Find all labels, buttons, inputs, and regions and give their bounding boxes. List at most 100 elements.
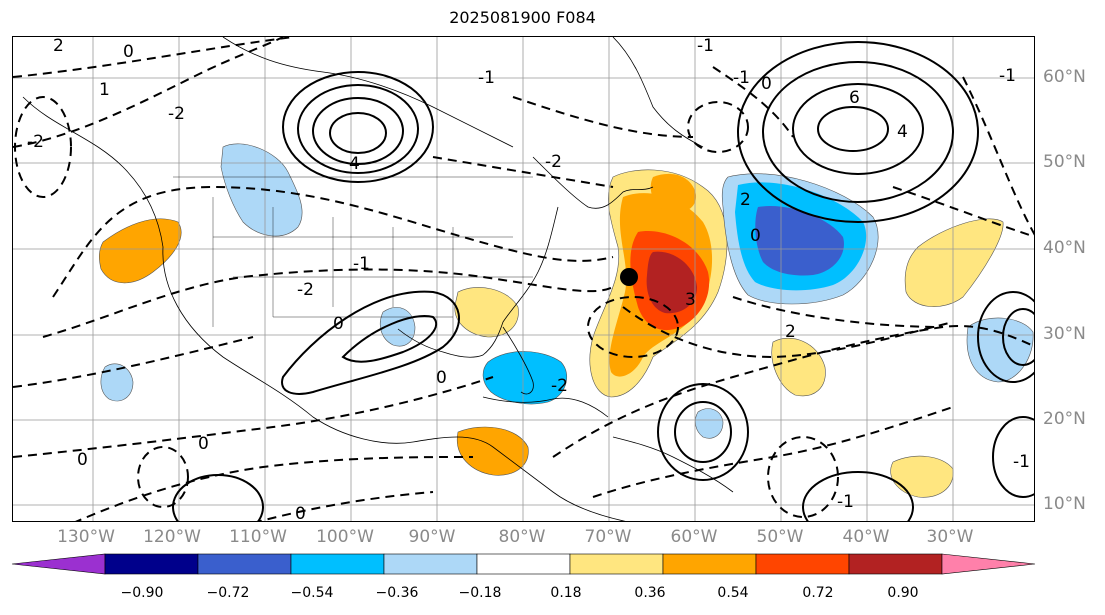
lat-tick-label: 30°N	[1043, 324, 1086, 344]
map-svg: 2 1 0 -2 -1 6 4 2 0 -2 -1 4 3 2 -2 0 -2 …	[13, 37, 1034, 521]
warm-anomaly-west-coast	[98, 218, 182, 284]
contour-label: 2	[53, 37, 64, 56]
lon-tick-label: 120°W	[143, 527, 201, 547]
contour-label: 4	[897, 122, 908, 142]
map-title: 2025081900 F084	[449, 8, 596, 27]
colorbar-cell	[104, 553, 199, 575]
colorbar-cell	[197, 553, 292, 575]
contour-label: -2	[545, 152, 562, 172]
lat-tick-label: 10°N	[1043, 494, 1086, 514]
contour-label: -1	[697, 37, 714, 56]
colorbar-cell	[569, 553, 664, 575]
lon-tick-label: 70°W	[584, 527, 632, 547]
contour-label: 0	[333, 314, 344, 334]
contour-label: 0	[123, 42, 134, 62]
colorbar-tick-label: 0.90	[887, 585, 919, 601]
high-pressure-canada-4	[329, 112, 387, 154]
high-cape-verde	[992, 416, 1034, 498]
contour-label: -2	[27, 132, 44, 152]
colorbar-extend-max	[941, 553, 1036, 575]
lon-tick-label: 100°W	[316, 527, 374, 547]
colorbar-cell	[662, 553, 757, 575]
lon-tick-label: 40°W	[842, 527, 890, 547]
high-pressure-atlantic-2	[762, 61, 954, 203]
warm-anomaly-atlantic-peak	[646, 251, 697, 314]
negative-contours	[13, 37, 1034, 521]
contour-label: -2	[297, 280, 314, 300]
contour-label: -1	[837, 492, 854, 512]
warm-anomaly-southeast	[454, 287, 519, 338]
colorbar	[11, 553, 1036, 575]
lon-tick-label: 30°W	[926, 527, 974, 547]
high-pressure-atlantic-4	[817, 106, 889, 152]
lat-tick-label: 40°N	[1043, 238, 1086, 258]
lon-tick-label: 110°W	[229, 527, 287, 547]
lat-tick-label: 20°N	[1043, 409, 1086, 429]
colorbar-cell	[383, 553, 478, 575]
warm-anomaly-mid-atlantic	[771, 337, 826, 397]
colorbar-tick-label: −0.18	[458, 585, 502, 601]
lat-tick-label: 60°N	[1043, 67, 1086, 87]
ridge-southwest-2	[341, 315, 438, 363]
contour-label: -1	[999, 66, 1016, 86]
contour-label: -2	[551, 376, 568, 396]
contour-label: -1	[1013, 452, 1030, 472]
colorbar-tick-label: 0.18	[550, 585, 582, 601]
cold-anomaly-pacific	[100, 363, 134, 402]
high-pressure-canada-2	[297, 84, 419, 174]
political-borders	[173, 176, 533, 337]
high-pressure-atlantic	[737, 41, 979, 223]
contour-label: 0	[750, 226, 761, 246]
cold-anomaly-gulf	[482, 351, 567, 405]
contour-label: 1	[99, 80, 110, 100]
lon-tick-label: 80°W	[498, 527, 546, 547]
cold-anomaly-caribbean	[694, 408, 724, 439]
lon-tick-label: 130°W	[57, 527, 115, 547]
high-east-atlantic-2	[1002, 308, 1034, 366]
map-panel[interactable]: 2 1 0 -2 -1 6 4 2 0 -2 -1 4 3 2 -2 0 -2 …	[12, 36, 1035, 522]
high-pressure-atlantic-3	[792, 83, 924, 175]
warm-anomaly-nova-scotia	[650, 173, 697, 213]
colorbar-tick-label: −0.72	[206, 585, 250, 601]
high-tropics	[802, 471, 914, 521]
contour-labels: 2 1 0 -2 -1 6 4 2 0 -2 -1 4 3 2 -2 0 -2 …	[27, 37, 1030, 521]
colorbar-tick-label: −0.54	[290, 585, 334, 601]
lon-tick-label: 90°W	[408, 527, 456, 547]
warm-anomaly-central-america	[456, 426, 529, 476]
warm-anomaly-cape-verde	[890, 455, 954, 498]
lat-tick-label: 50°N	[1043, 152, 1086, 172]
cold-anomaly-atlantic-high	[755, 206, 844, 276]
lon-tick-label: 50°W	[756, 527, 804, 547]
lon-tick-label: 60°W	[670, 527, 718, 547]
colorbar-cell	[290, 553, 385, 575]
contour-label: 4	[349, 154, 360, 174]
colorbar-tick-label: −0.36	[375, 585, 419, 601]
ridge-southwest	[281, 290, 460, 395]
colorbar-cell	[476, 553, 571, 575]
coastlines	[22, 37, 734, 521]
warm-anomaly-azores	[904, 218, 1004, 307]
colorbar-cell	[848, 553, 943, 575]
colorbar-tick-label: 0.54	[717, 585, 749, 601]
high-caribbean	[657, 383, 749, 481]
colorbar-cells	[11, 553, 1036, 575]
contour-label: 6	[849, 88, 860, 108]
graticule	[13, 37, 1034, 521]
contour-label: 0	[77, 450, 88, 470]
contour-label: 2	[785, 322, 796, 342]
high-pressure-canada	[282, 71, 434, 183]
colorbar-tick-label: 0.72	[802, 585, 834, 601]
contour-label: -1	[353, 254, 370, 274]
colorbar-extend-min	[11, 553, 106, 575]
high-caribbean-2	[674, 401, 732, 463]
contour-label: 2	[740, 190, 751, 210]
contour-label: 3	[685, 290, 696, 310]
high-pressure-canada-3	[312, 97, 404, 165]
cold-anomaly-east-atlantic	[966, 317, 1034, 383]
storm-center-marker[interactable]	[620, 268, 638, 286]
contour-label: 0	[436, 368, 447, 388]
contour-label: 0	[198, 434, 209, 454]
colorbar-tick-label: −0.90	[120, 585, 164, 601]
high-east-atlantic	[977, 291, 1034, 383]
colorbar-cell	[755, 553, 850, 575]
